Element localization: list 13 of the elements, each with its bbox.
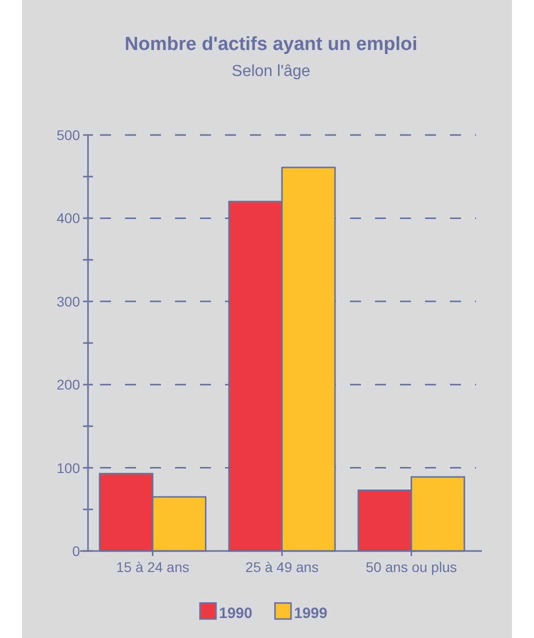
y-tick-label: 400 <box>56 210 80 226</box>
legend-label: 1999 <box>294 605 328 622</box>
chart-subtitle: Selon l'âge <box>232 63 310 80</box>
chart-title: Nombre d'actifs ayant un emploi <box>124 34 418 55</box>
x-tick-label: 15 à 24 ans <box>116 559 190 575</box>
y-tick-label: 500 <box>56 127 80 143</box>
x-tick-label: 25 à 49 ans <box>245 559 319 575</box>
y-tick-label: 0 <box>72 543 80 559</box>
y-tick-label: 200 <box>56 376 80 393</box>
legend-label: 1990 <box>219 605 252 622</box>
y-tick-label: 300 <box>56 293 80 310</box>
x-tick-label: 50 ans ou plus <box>366 559 457 575</box>
y-tick-label: 100 <box>56 460 80 476</box>
